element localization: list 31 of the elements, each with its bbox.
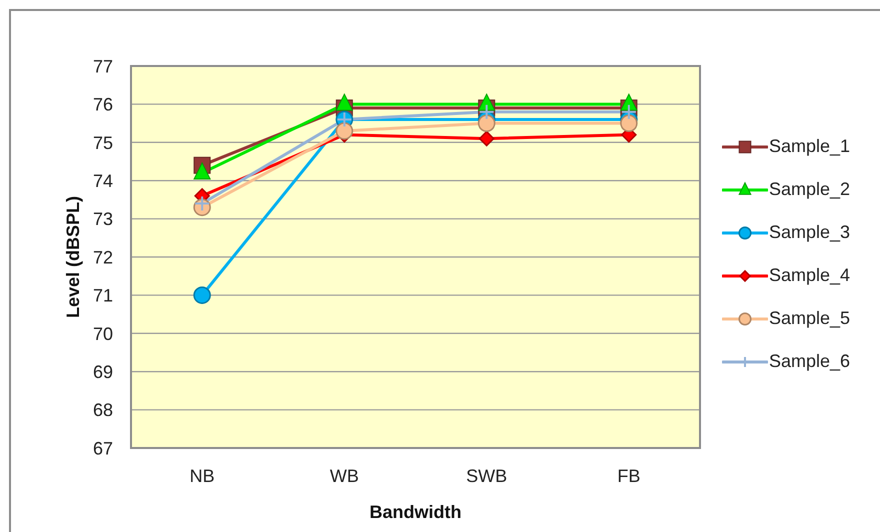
x-tick-label: SWB	[466, 466, 508, 486]
x-tick-label: FB	[617, 466, 640, 486]
y-tick-label: 77	[92, 56, 113, 76]
y-tick-label: 68	[92, 400, 113, 420]
y-axis-title: Level (dBSPL)	[63, 196, 83, 318]
legend-label: Sample_1	[769, 136, 850, 157]
y-tick-label: 67	[92, 438, 113, 458]
x-tick-label: WB	[330, 466, 359, 486]
point	[478, 130, 494, 146]
point	[193, 286, 211, 304]
y-tick-label: 70	[92, 324, 113, 344]
y-tick-label: 71	[92, 286, 113, 306]
y-tick-label: 74	[92, 170, 113, 191]
point	[620, 114, 638, 132]
point	[194, 196, 210, 212]
y-tick-label: 76	[92, 94, 113, 115]
y-tick-label: 75	[92, 132, 113, 153]
point	[478, 114, 496, 132]
x-axis-title: Bandwidth	[370, 502, 462, 522]
x-tick-label: NB	[190, 466, 215, 486]
legend-label: Sample_2	[769, 179, 850, 200]
legend-label: Sample_4	[769, 265, 850, 286]
y-tick-label: 69	[92, 362, 113, 382]
legend-label: Sample_3	[769, 222, 850, 243]
point	[620, 104, 637, 120]
point	[478, 104, 495, 120]
y-tick-label: 73	[92, 209, 113, 230]
legend-label: Sample_6	[769, 351, 850, 372]
legend-label: Sample_5	[769, 308, 850, 329]
y-tick-label: 72	[92, 247, 113, 268]
point	[336, 122, 354, 140]
